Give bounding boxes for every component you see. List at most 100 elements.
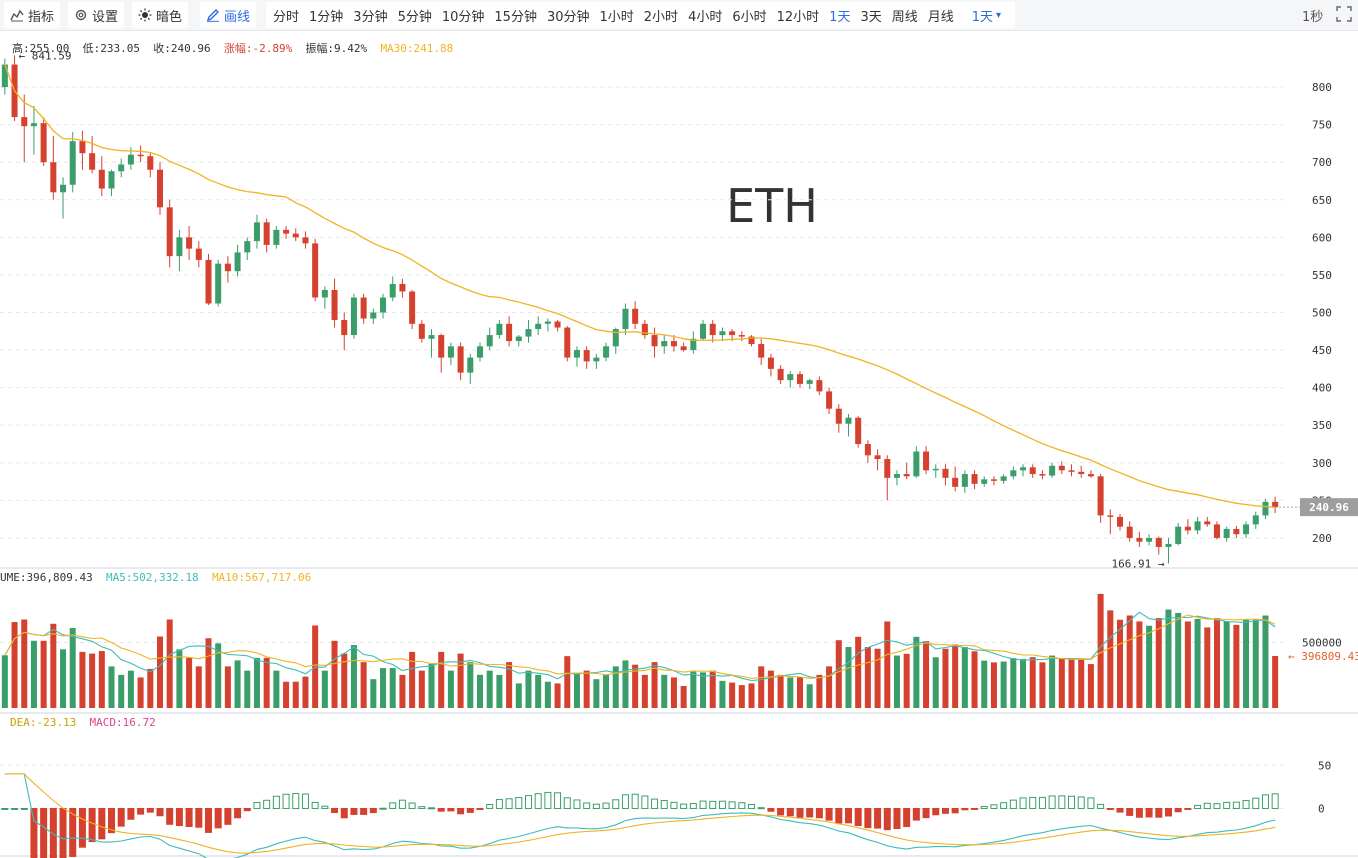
candle-body bbox=[651, 335, 658, 347]
candle-body bbox=[1049, 465, 1056, 476]
refresh-interval[interactable]: 1秒 bbox=[1302, 9, 1324, 25]
candle-body bbox=[564, 327, 571, 358]
volume-bar bbox=[438, 651, 445, 708]
macd-histogram-bar bbox=[311, 801, 319, 809]
macd-histogram-bar bbox=[1058, 795, 1066, 809]
macd-histogram-bar bbox=[718, 800, 726, 809]
macd-histogram-bar bbox=[1087, 797, 1095, 809]
last-price-tag: 240.96 bbox=[1309, 501, 1349, 514]
macd-histogram-bar bbox=[1242, 800, 1250, 809]
macd-histogram-bar bbox=[951, 807, 959, 814]
volume-bar bbox=[903, 653, 910, 708]
period-8[interactable]: 2小时 bbox=[643, 9, 679, 25]
candle-body bbox=[874, 455, 881, 460]
volume-bar bbox=[961, 647, 968, 708]
period-5[interactable]: 15分钟 bbox=[494, 9, 537, 25]
macd-histogram-bar bbox=[544, 791, 552, 809]
macd-histogram-bar bbox=[738, 802, 746, 809]
period-0[interactable]: 分时 bbox=[273, 9, 300, 25]
info-low: 低:233.05 bbox=[82, 42, 140, 55]
volume-bar bbox=[758, 666, 765, 708]
period-7[interactable]: 1小时 bbox=[599, 9, 634, 25]
settings-button[interactable]: 设置 bbox=[68, 2, 124, 28]
candle-body bbox=[156, 169, 164, 208]
candle-body bbox=[816, 380, 823, 392]
candle-body bbox=[283, 229, 290, 234]
macd-histogram-bar bbox=[1252, 797, 1260, 809]
candle-body bbox=[292, 233, 299, 238]
candle-body bbox=[1068, 470, 1075, 472]
volume-bar bbox=[787, 677, 794, 708]
volume-bar bbox=[971, 651, 978, 708]
volume-bar bbox=[777, 674, 784, 708]
kline-chart[interactable]: ETH 800750700650600550500450400350300250… bbox=[0, 30, 1358, 858]
period-13[interactable]: 3天 bbox=[860, 9, 882, 25]
candle-body bbox=[971, 474, 978, 484]
volume-bar bbox=[1204, 627, 1211, 708]
period-14[interactable]: 周线 bbox=[891, 9, 918, 25]
volume-bar bbox=[913, 636, 920, 708]
candle-body bbox=[884, 459, 891, 478]
dark-mode-label: 暗色 bbox=[156, 9, 183, 25]
volume-bar bbox=[205, 638, 212, 708]
candle-body bbox=[1010, 470, 1017, 477]
period-6[interactable]: 30分钟 bbox=[546, 9, 590, 25]
candle-body bbox=[186, 237, 193, 249]
volume-bar bbox=[1039, 662, 1046, 708]
period-1[interactable]: 1分钟 bbox=[309, 9, 344, 25]
volume-bar bbox=[748, 683, 755, 708]
draw-line-button[interactable]: 画线 bbox=[200, 2, 256, 28]
period-11[interactable]: 12小时 bbox=[776, 9, 820, 25]
macd-histogram-bar bbox=[835, 807, 843, 824]
volume-bar bbox=[923, 641, 930, 708]
candle-body bbox=[1252, 515, 1259, 525]
macd-histogram-bar bbox=[709, 800, 717, 809]
period-9[interactable]: 4小时 bbox=[688, 9, 723, 25]
period-10[interactable]: 6小时 bbox=[732, 9, 767, 25]
fullscreen-icon[interactable] bbox=[1336, 6, 1352, 22]
candle-body bbox=[942, 468, 949, 478]
macd-histogram-bar bbox=[108, 807, 116, 834]
period-2[interactable]: 3分钟 bbox=[353, 9, 388, 25]
chart-title: ETH bbox=[726, 179, 818, 233]
volume-bar bbox=[544, 681, 551, 708]
macd-histogram-bar bbox=[815, 807, 823, 819]
high-price-annotation: ← 841.59 bbox=[19, 50, 72, 63]
volume-bar bbox=[1107, 610, 1114, 708]
period-dropdown[interactable]: 1天 ▾ bbox=[967, 2, 1013, 28]
candle-body bbox=[253, 222, 260, 242]
macd-histogram-bar bbox=[437, 807, 445, 812]
indicators-button[interactable]: 指标 bbox=[4, 2, 60, 28]
macd-histogram-bar bbox=[185, 807, 193, 827]
candle-body bbox=[321, 289, 328, 298]
dark-mode-button[interactable]: 暗色 bbox=[132, 2, 188, 28]
period-15[interactable]: 月线 bbox=[927, 9, 954, 25]
candle-body bbox=[350, 297, 357, 336]
volume-bar bbox=[486, 670, 493, 708]
price-tick-label-9: 350 bbox=[1312, 419, 1332, 432]
macd-histogram-bar bbox=[360, 807, 368, 815]
macd-histogram-bar bbox=[728, 801, 736, 809]
candle-body bbox=[1039, 474, 1046, 476]
volume-bar bbox=[1252, 618, 1259, 708]
volume-bar bbox=[283, 681, 290, 708]
macd-histogram-bar bbox=[592, 803, 600, 809]
macd-histogram-bar bbox=[486, 803, 494, 809]
candle-body bbox=[89, 153, 96, 170]
macd-histogram-bar bbox=[1126, 807, 1134, 816]
volume-bar bbox=[690, 670, 697, 708]
period-3[interactable]: 5分钟 bbox=[397, 9, 432, 25]
macd-histogram-bar bbox=[69, 807, 77, 857]
macd-histogram-bar bbox=[30, 807, 38, 858]
volume-bar bbox=[506, 662, 513, 708]
candle-body bbox=[312, 243, 319, 298]
volume-bar bbox=[428, 663, 435, 708]
period-4[interactable]: 10分钟 bbox=[441, 9, 485, 25]
period-12[interactable]: 1天 bbox=[829, 9, 851, 25]
last-volume-tag: ← 396809.43 bbox=[1288, 650, 1358, 663]
macd-histogram-bar bbox=[166, 807, 174, 825]
volume-bar bbox=[680, 685, 687, 708]
candle-body bbox=[835, 408, 842, 424]
candle-body bbox=[690, 338, 697, 351]
macd-histogram-bar bbox=[1009, 799, 1017, 809]
